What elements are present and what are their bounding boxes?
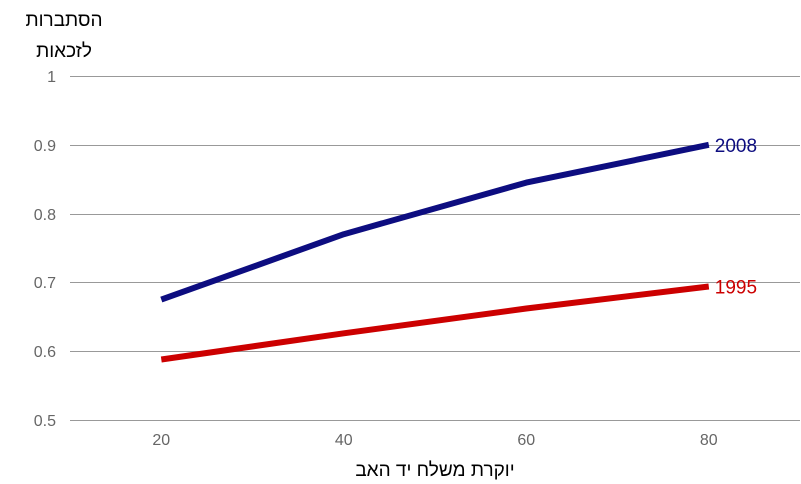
y-tick-label: 0.7 [34, 275, 56, 292]
series-line-1995 [160, 283, 710, 363]
series-label-1995: 1995 [715, 278, 757, 299]
y-tick-label: 0.8 [34, 207, 56, 224]
y-axis-title-line-1: הסתברות [25, 10, 102, 31]
axis-titles: הסתברות לזכאות יוקרת משלח יד האב [25, 10, 514, 481]
y-tick-label: 1 [47, 69, 56, 86]
y-axis-title-line-2: לזכאות [36, 41, 92, 62]
x-tick-label: 40 [335, 432, 353, 449]
series-line-2008 [160, 141, 710, 303]
series-lines: 2008 1995 [160, 136, 757, 363]
x-tick-label: 80 [700, 432, 718, 449]
series-label-2008: 2008 [715, 136, 757, 157]
y-tick-label: 0.6 [34, 344, 56, 361]
y-tick-label: 0.9 [34, 138, 56, 155]
y-tick-label: 0.5 [34, 413, 56, 430]
x-tick-label: 20 [152, 432, 170, 449]
tick-labels: 0.5 0.6 0.7 0.8 0.9 1 20 40 60 80 [34, 69, 718, 449]
gridlines [70, 76, 800, 421]
x-axis-title: יוקרת משלח יד האב [355, 460, 514, 481]
x-tick-label: 60 [517, 432, 535, 449]
